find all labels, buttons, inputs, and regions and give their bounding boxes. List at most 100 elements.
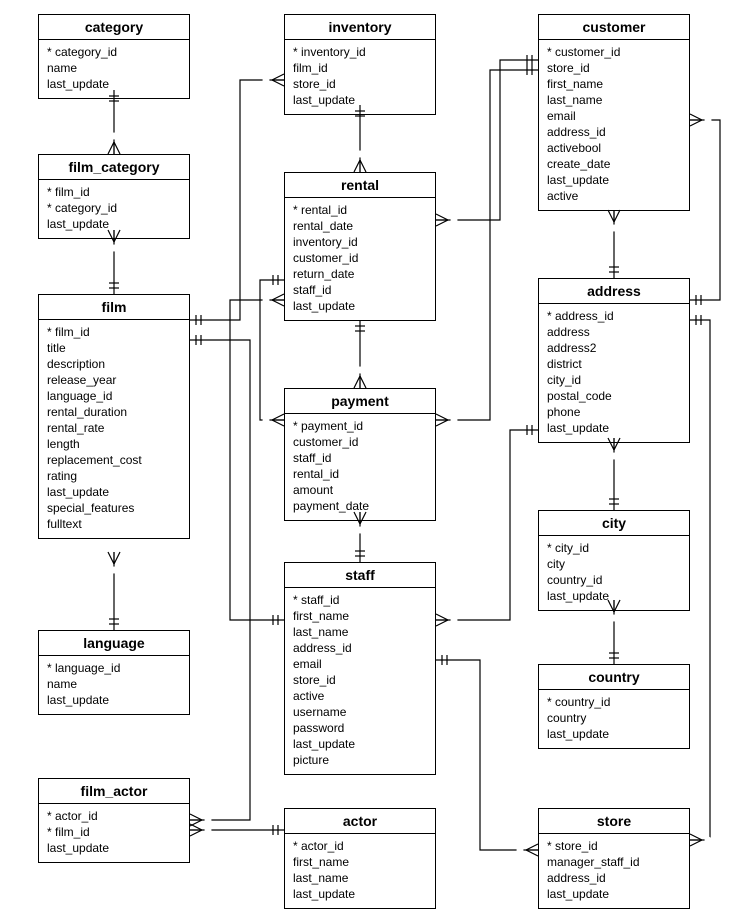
entity-inventory: inventory* inventory_id film_id store_id… [284, 14, 436, 115]
entity-field: address2 [547, 340, 681, 356]
entity-title: language [39, 631, 189, 656]
entity-field: last_update [47, 484, 181, 500]
entity-field: picture [293, 752, 427, 768]
entity-fields: * city_id city country_id last_update [539, 536, 689, 610]
entity-film_category: film_category* film_id* category_id last… [38, 154, 190, 239]
entity-store: store * store_id manager_staff_id address… [538, 808, 690, 909]
entity-field: name [47, 676, 181, 692]
entity-payment: payment* payment_id customer_id staff_id… [284, 388, 436, 521]
entity-fields: * inventory_id film_id store_id last_upd… [285, 40, 435, 114]
entity-actor: actor* actor_id first_name last_name las… [284, 808, 436, 909]
entity-field: manager_staff_id [547, 854, 681, 870]
entity-field: * store_id [547, 838, 681, 854]
entity-field: * inventory_id [293, 44, 427, 60]
entity-field: address_id [547, 870, 681, 886]
entity-field: store_id [293, 672, 427, 688]
entity-customer: customer* customer_id store_id first_nam… [538, 14, 690, 211]
entity-field: rental_duration [47, 404, 181, 420]
entity-field: last_update [547, 726, 681, 742]
entity-field: rating [47, 468, 181, 484]
entity-field: title [47, 340, 181, 356]
entity-field: * customer_id [547, 44, 681, 60]
entity-field: country_id [547, 572, 681, 588]
entity-field: * actor_id [47, 808, 181, 824]
entity-field: special_features [47, 500, 181, 516]
entity-fields: * category_id name last_update [39, 40, 189, 98]
entity-title: city [539, 511, 689, 536]
entity-field: staff_id [293, 450, 427, 466]
entity-field: * language_id [47, 660, 181, 676]
entity-film_actor: film_actor* actor_id* film_id last_updat… [38, 778, 190, 863]
entity-fields: * rental_id rental_date inventory_id cus… [285, 198, 435, 320]
entity-field: rental_date [293, 218, 427, 234]
entity-title: category [39, 15, 189, 40]
entity-field: last_update [547, 172, 681, 188]
entity-fields: * country_id country last_update [539, 690, 689, 748]
entity-field: phone [547, 404, 681, 420]
entity-field: last_name [293, 870, 427, 886]
entity-title: address [539, 279, 689, 304]
entity-field: address_id [293, 640, 427, 656]
entity-field: * film_id [47, 184, 181, 200]
entity-field: * category_id [47, 200, 181, 216]
entity-field: last_update [547, 588, 681, 604]
entity-field: create_date [547, 156, 681, 172]
entity-field: activebool [547, 140, 681, 156]
entity-field: last_update [293, 886, 427, 902]
entity-title: country [539, 665, 689, 690]
entity-field: * address_id [547, 308, 681, 324]
entity-field: last_update [293, 298, 427, 314]
entity-fields: * customer_id store_id first_name last_n… [539, 40, 689, 210]
entity-field: * film_id [47, 324, 181, 340]
entity-fields: * actor_id* film_id last_update [39, 804, 189, 862]
entity-field: language_id [47, 388, 181, 404]
entity-field: address_id [547, 124, 681, 140]
entity-field: * category_id [47, 44, 181, 60]
entity-field: last_update [47, 76, 181, 92]
entity-film: film* film_id title description release_… [38, 294, 190, 539]
entity-fields: * staff_id first_name last_name address_… [285, 588, 435, 774]
entity-field: last_update [47, 692, 181, 708]
entity-field: last_update [293, 736, 427, 752]
entity-field: * film_id [47, 824, 181, 840]
entity-field: city_id [547, 372, 681, 388]
entity-field: payment_date [293, 498, 427, 514]
entity-field: amount [293, 482, 427, 498]
entity-field: first_name [293, 854, 427, 870]
entity-field: email [547, 108, 681, 124]
entity-title: staff [285, 563, 435, 588]
entity-field: last_name [547, 92, 681, 108]
entity-field: last_update [47, 840, 181, 856]
entity-field: city [547, 556, 681, 572]
entity-field: username [293, 704, 427, 720]
entity-city: city* city_id city country_id last_updat… [538, 510, 690, 611]
entity-field: staff_id [293, 282, 427, 298]
entity-field: * staff_id [293, 592, 427, 608]
entity-rental: rental* rental_id rental_date inventory_… [284, 172, 436, 321]
entity-fields: * address_id address address2 district c… [539, 304, 689, 442]
entity-title: rental [285, 173, 435, 198]
entity-fields: * payment_id customer_id staff_id rental… [285, 414, 435, 520]
entity-field: store_id [547, 60, 681, 76]
entity-field: district [547, 356, 681, 372]
entity-category: category* category_id name last_update [38, 14, 190, 99]
entity-title: store [539, 809, 689, 834]
entity-field: email [293, 656, 427, 672]
entity-field: first_name [293, 608, 427, 624]
entity-title: customer [539, 15, 689, 40]
entity-field: description [47, 356, 181, 372]
entity-fields: * actor_id first_name last_name last_upd… [285, 834, 435, 908]
entity-field: password [293, 720, 427, 736]
entity-field: customer_id [293, 250, 427, 266]
entity-field: name [47, 60, 181, 76]
entity-field: length [47, 436, 181, 452]
entity-field: first_name [547, 76, 681, 92]
entity-title: payment [285, 389, 435, 414]
entity-fields: * film_id title description release_year… [39, 320, 189, 538]
entity-field: active [293, 688, 427, 704]
entity-field: last_update [47, 216, 181, 232]
entity-field: rental_rate [47, 420, 181, 436]
entity-field: customer_id [293, 434, 427, 450]
entity-title: actor [285, 809, 435, 834]
entity-fields: * film_id* category_id last_update [39, 180, 189, 238]
